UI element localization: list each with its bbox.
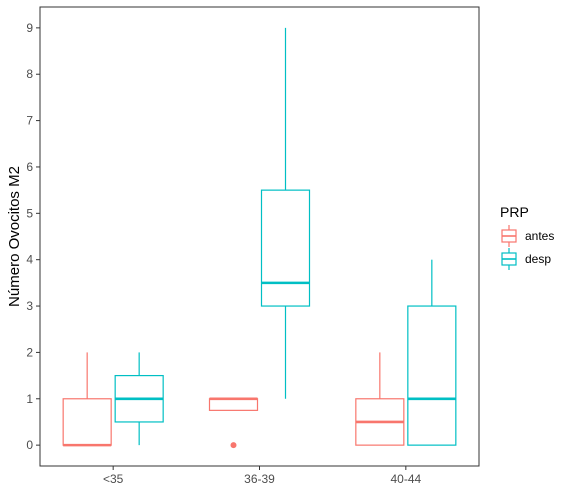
box-desp-40-44 (407, 259, 457, 446)
box-desp-<35 (114, 352, 164, 446)
y-tick-label: 9 (26, 21, 33, 35)
y-axis: 0 1 2 3 4 5 6 7 8 9 (26, 21, 40, 452)
box-iqr (62, 398, 112, 446)
box-desp-36-39 (260, 27, 311, 399)
y-tick-label: 1 (26, 392, 33, 406)
x-axis: <35 36-39 40-44 (103, 466, 421, 486)
box-antes-<35 (62, 352, 112, 447)
x-tick-label: 40-44 (390, 472, 421, 486)
y-tick-label: 6 (26, 160, 33, 174)
x-tick-label: 36-39 (244, 472, 275, 486)
y-tick-label: 7 (26, 114, 33, 128)
legend: PRP antes desp (500, 204, 554, 270)
y-tick-label: 3 (26, 299, 33, 313)
y-tick-label: 4 (26, 253, 33, 267)
legend-label: antes (525, 229, 554, 243)
plot-panel (39, 6, 480, 467)
box-iqr (260, 189, 311, 307)
y-tick-label: 0 (26, 438, 33, 452)
box-antes-40-44 (355, 352, 405, 446)
y-axis-title: Número Ovocitos M2 (6, 166, 23, 307)
outlier-point (230, 442, 237, 449)
y-tick-label: 8 (26, 67, 33, 81)
box-antes-36-39 (208, 397, 259, 449)
y-tick-label: 2 (26, 345, 33, 359)
y-tick-label: 5 (26, 206, 33, 220)
legend-title: PRP (500, 204, 529, 220)
x-tick-label: <35 (103, 472, 124, 486)
box-iqr (208, 398, 259, 411)
box-iqr (407, 305, 457, 446)
legend-key-antes (501, 225, 517, 247)
legend-key-desp (501, 248, 517, 270)
box-layer (62, 27, 457, 449)
legend-label: desp (525, 252, 551, 266)
